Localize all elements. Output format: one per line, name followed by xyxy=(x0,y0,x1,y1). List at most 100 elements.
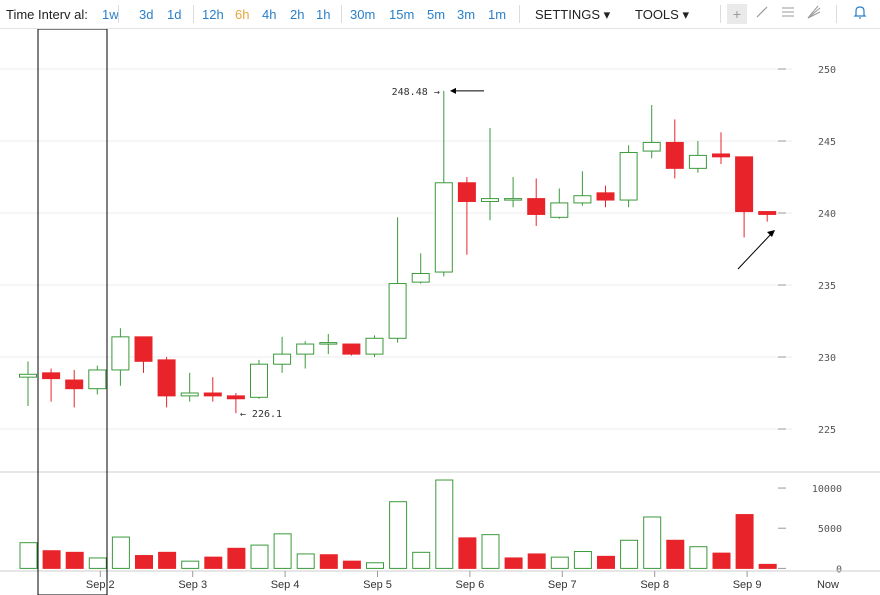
candle-body xyxy=(619,152,638,201)
candle-body xyxy=(573,195,592,204)
candle-body xyxy=(180,392,199,397)
last-price-arrow-line xyxy=(737,232,773,270)
interval-1w[interactable]: 1w xyxy=(102,7,119,22)
candle-body xyxy=(712,153,730,158)
settings-menu[interactable]: SETTINGS ▾ xyxy=(535,7,611,22)
volume-bar xyxy=(643,516,662,569)
volume-bar xyxy=(227,547,246,569)
volume-bar xyxy=(735,514,754,569)
volume-bar xyxy=(573,551,592,569)
price-tick-label: 230 xyxy=(818,353,836,364)
volume-bar xyxy=(550,556,569,569)
candle-body xyxy=(319,342,338,345)
candle-body xyxy=(88,369,107,390)
price-chart[interactable]: 225 230 235 240 245 250 0 5000 10000 Sep 2 Sep 3 Se… xyxy=(0,29,880,595)
interval-30m[interactable]: 30m xyxy=(350,7,376,22)
price-tick-label: 235 xyxy=(818,281,836,292)
x-tick-label: Sep 7 xyxy=(548,579,577,591)
price-tick-label: 240 xyxy=(818,209,836,220)
volume-bar xyxy=(319,554,338,569)
interval-6h[interactable]: 6h xyxy=(235,7,250,22)
candle-body xyxy=(226,395,245,400)
volume-bar xyxy=(435,479,454,569)
volume-tick-label: 10000 xyxy=(812,484,842,495)
candle-body xyxy=(642,141,661,152)
price-annotation: ← 226.1 xyxy=(240,409,282,420)
candle-body xyxy=(250,363,268,398)
x-tick-label: Sep 3 xyxy=(178,579,207,591)
volume-bar xyxy=(158,551,177,569)
candle-body xyxy=(42,372,61,380)
fib-lines-icon[interactable] xyxy=(778,4,798,24)
volume-bar xyxy=(342,560,361,569)
candle-body xyxy=(481,198,499,202)
candle-body xyxy=(134,336,153,362)
volume-bar xyxy=(504,557,523,569)
candle-body xyxy=(735,156,754,213)
candle-body xyxy=(665,141,684,169)
candle-body xyxy=(758,211,777,215)
interval-3m[interactable]: 3m xyxy=(457,7,476,22)
volume-tick-label: 0 xyxy=(836,564,842,575)
candle-body xyxy=(527,198,546,215)
volume-bar xyxy=(135,555,153,569)
x-tick-label: Sep 6 xyxy=(456,579,485,591)
candle-body xyxy=(434,182,453,273)
volume-bar xyxy=(620,539,639,569)
interval-1m[interactable]: 1m xyxy=(488,7,507,22)
candle-body xyxy=(273,353,292,365)
bell-icon[interactable] xyxy=(850,4,870,24)
volume-bar xyxy=(712,552,731,569)
toolbar-divider xyxy=(836,5,837,23)
x-tick-label: Sep 2 xyxy=(86,579,115,591)
selection-rectangle xyxy=(37,29,108,595)
max-arrow-head xyxy=(450,87,456,94)
crosshair-icon[interactable]: + xyxy=(727,4,747,24)
volume-bar xyxy=(758,563,777,569)
interval-3d[interactable]: 3d xyxy=(139,7,154,22)
pitchfork-icon[interactable] xyxy=(804,4,824,24)
line-draw-icon[interactable] xyxy=(752,4,772,24)
volume-bar xyxy=(481,534,500,569)
x-tick-label: Sep 9 xyxy=(733,579,762,591)
candle-body xyxy=(457,182,476,202)
interval-5m[interactable]: 5m xyxy=(427,7,446,22)
volume-bar xyxy=(527,553,546,569)
volume-bar xyxy=(88,557,107,569)
candle-body xyxy=(65,379,84,390)
x-tick-label: Sep 8 xyxy=(640,579,669,591)
interval-1d[interactable]: 1d xyxy=(167,7,182,22)
volume-bar xyxy=(597,555,615,569)
volume-bar xyxy=(204,556,223,569)
candle-body xyxy=(596,192,615,201)
candle-body xyxy=(411,272,430,283)
price-tick-label: 250 xyxy=(818,65,836,76)
interval-2h[interactable]: 2h xyxy=(290,7,305,22)
toolbar-divider xyxy=(341,5,342,23)
interval-12h[interactable]: 12h xyxy=(202,7,224,22)
price-annotation: 248.48 → xyxy=(392,87,440,98)
tools-menu[interactable]: TOOLS ▾ xyxy=(635,7,689,22)
candle-body xyxy=(388,283,407,339)
candle-body xyxy=(365,337,384,355)
candle-body xyxy=(688,154,707,169)
interval-1h[interactable]: 1h xyxy=(316,7,331,22)
volume-bar xyxy=(458,537,477,569)
volume-bar xyxy=(250,544,269,569)
volume-bar xyxy=(181,560,200,569)
volume-bar xyxy=(412,551,431,569)
toolbar-divider xyxy=(193,5,194,23)
volume-bar xyxy=(42,550,61,569)
candle-body xyxy=(296,343,315,355)
volume-bar xyxy=(389,501,408,569)
volume-bar xyxy=(19,542,38,569)
x-tick-label: Sep 4 xyxy=(271,579,300,591)
interval-15m[interactable]: 15m xyxy=(389,7,415,22)
volume-bar xyxy=(689,546,708,569)
volume-bar xyxy=(366,562,384,569)
interval-4h[interactable]: 4h xyxy=(262,7,277,22)
candle-body xyxy=(550,202,569,218)
toolbar-divider xyxy=(519,5,520,23)
interval-title: Time Interv al: xyxy=(6,7,88,22)
candle-body xyxy=(504,198,523,201)
